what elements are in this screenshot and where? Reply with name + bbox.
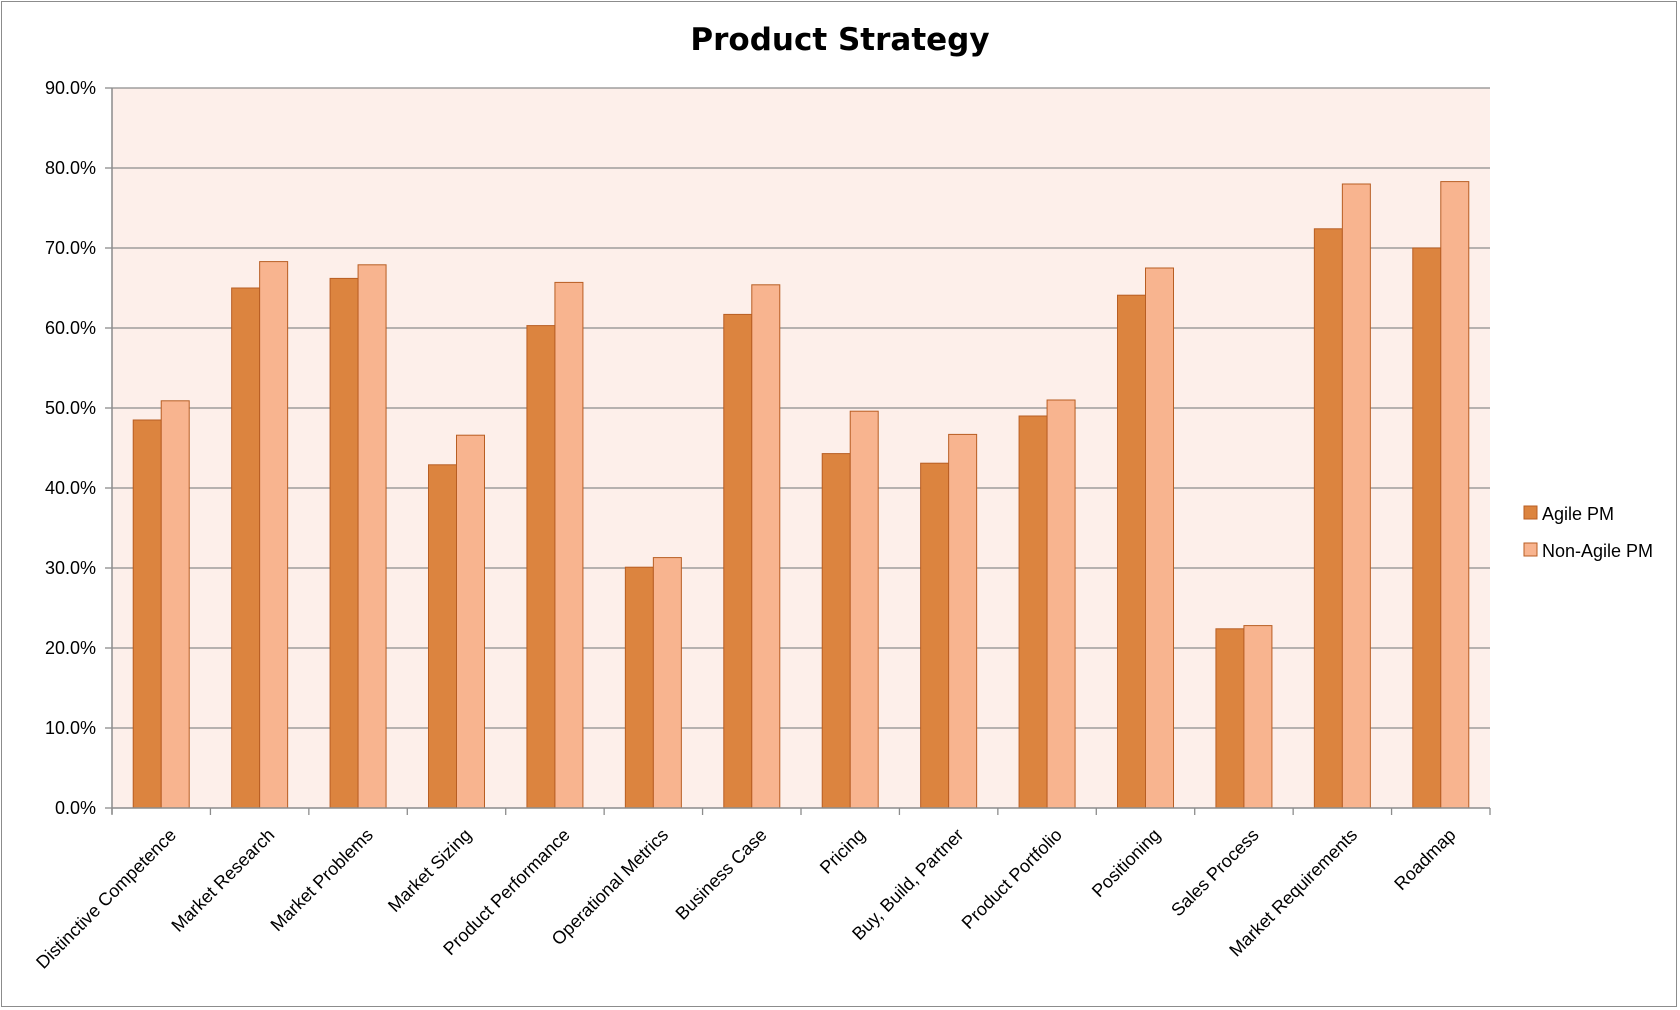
bar-agile-pm [1018, 415, 1048, 809]
x-category-label: Product Portfolio [958, 825, 1066, 933]
bar-agile-pm [1313, 228, 1343, 809]
x-category-label: Market Sizing [384, 825, 475, 916]
plot-area [112, 88, 1490, 808]
x-category-label: Positioning [1088, 825, 1164, 901]
bar-non-agile-pm [652, 557, 682, 809]
bar-non-agile-pm [259, 261, 289, 809]
y-tick-label: 30.0% [45, 558, 96, 578]
bar-agile-pm [329, 277, 359, 809]
legend-label: Non-Agile PM [1542, 541, 1653, 561]
y-tick-label: 70.0% [45, 238, 96, 258]
bar-agile-pm [1412, 247, 1442, 809]
bar-agile-pm [723, 313, 753, 809]
y-tick-label: 50.0% [45, 398, 96, 418]
y-tick-label: 60.0% [45, 318, 96, 338]
bar-agile-pm [1215, 628, 1245, 809]
bar-non-agile-pm [554, 281, 584, 809]
bar-non-agile-pm [1145, 267, 1174, 809]
bar-agile-pm [132, 419, 162, 809]
bar-agile-pm [526, 325, 556, 809]
bar-non-agile-pm [1341, 183, 1371, 809]
x-category-label: Buy, Build, Partner [848, 825, 967, 944]
x-category-label: Market Research [167, 825, 278, 936]
bar-non-agile-pm [160, 400, 190, 809]
bar-non-agile-pm [948, 433, 978, 809]
y-tick-label: 10.0% [45, 718, 96, 738]
legend-swatch [1523, 505, 1538, 520]
y-tick-label: 0.0% [55, 798, 96, 818]
legend-swatch [1523, 542, 1538, 557]
bar-non-agile-pm [1440, 181, 1470, 809]
bar-non-agile-pm [751, 284, 781, 809]
x-category-label: Distinctive Competence [32, 825, 180, 973]
y-tick-label: 90.0% [45, 78, 96, 98]
bar-agile-pm [624, 566, 654, 809]
x-category-label: Sales Process [1167, 825, 1263, 921]
bar-non-agile-pm [849, 410, 879, 809]
bar-non-agile-pm [357, 264, 387, 809]
bar-agile-pm [1117, 294, 1146, 809]
chart-title: Product Strategy [690, 22, 990, 58]
bar-non-agile-pm [1046, 399, 1076, 809]
x-category-label: Business Case [672, 825, 771, 924]
bar-agile-pm [231, 287, 261, 809]
x-category-label: Roadmap [1390, 825, 1459, 894]
y-tick-label: 20.0% [45, 638, 96, 658]
y-tick-label: 80.0% [45, 158, 96, 178]
bar-non-agile-pm [1243, 625, 1273, 809]
bar-agile-pm [821, 453, 851, 809]
legend-label: Agile PM [1542, 504, 1614, 524]
x-category-label: Market Problems [267, 825, 377, 935]
y-tick-label: 40.0% [45, 478, 96, 498]
x-category-label: Pricing [816, 825, 869, 878]
bar-agile-pm [920, 462, 950, 809]
bar-agile-pm [428, 464, 457, 809]
bar-non-agile-pm [456, 434, 485, 809]
